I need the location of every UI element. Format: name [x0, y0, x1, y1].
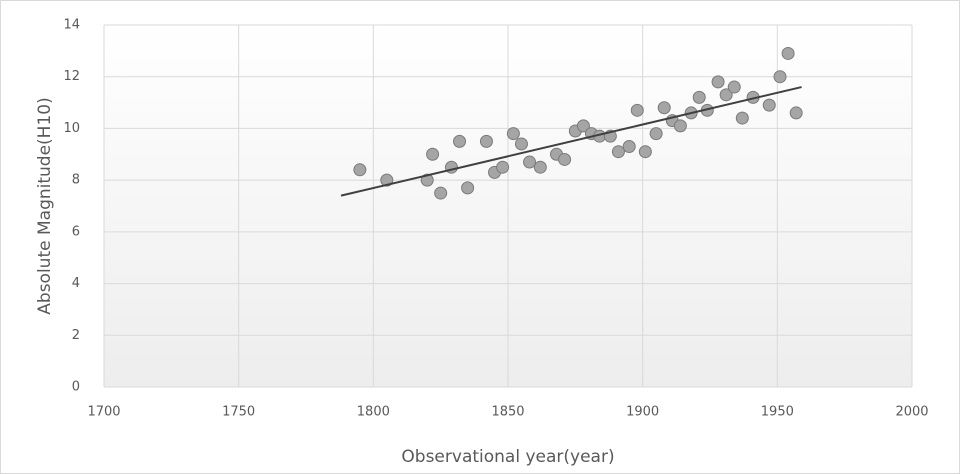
- x-tick-label: 1900: [626, 405, 659, 420]
- point: [735, 111, 749, 125]
- point: [622, 140, 636, 154]
- y-tick-label: 8: [72, 173, 80, 188]
- point: [727, 80, 741, 94]
- x-tick-label: 1850: [491, 405, 524, 420]
- point: [576, 119, 590, 133]
- point: [453, 134, 467, 148]
- trendline: [340, 86, 802, 197]
- point: [781, 46, 795, 60]
- y-tick-label: 0: [72, 380, 80, 395]
- point: [638, 145, 652, 159]
- y-tick-label: 12: [63, 69, 80, 84]
- point: [649, 127, 663, 141]
- x-axis-label: Observational year(year): [401, 447, 614, 467]
- point: [506, 127, 520, 141]
- point: [514, 137, 528, 151]
- point: [692, 90, 706, 104]
- y-tick-label: 14: [63, 18, 80, 33]
- x-tick-label: 2000: [895, 405, 928, 420]
- y-axis-label: Absolute Magnitude(H10): [35, 97, 55, 314]
- point: [523, 155, 537, 169]
- point: [479, 134, 493, 148]
- point: [657, 101, 671, 115]
- point: [420, 173, 434, 187]
- point: [434, 186, 448, 200]
- y-tick-label: 4: [72, 276, 80, 291]
- x-tick-label: 1950: [761, 405, 794, 420]
- point: [673, 119, 687, 133]
- point: [426, 147, 440, 161]
- point: [353, 163, 367, 177]
- x-tick-label: 1750: [222, 405, 255, 420]
- x-tick-label: 1700: [87, 405, 120, 420]
- point: [711, 75, 725, 89]
- point: [461, 181, 475, 195]
- point: [496, 160, 510, 174]
- point: [630, 103, 644, 117]
- y-tick-label: 6: [72, 224, 80, 239]
- point: [533, 160, 547, 174]
- point: [773, 70, 787, 84]
- point: [611, 145, 625, 159]
- point: [789, 106, 803, 120]
- x-tick-label: 1800: [357, 405, 390, 420]
- point: [558, 152, 572, 166]
- point: [762, 98, 776, 112]
- point: [719, 88, 733, 102]
- y-tick-label: 10: [63, 121, 80, 136]
- y-tick-label: 2: [72, 328, 80, 343]
